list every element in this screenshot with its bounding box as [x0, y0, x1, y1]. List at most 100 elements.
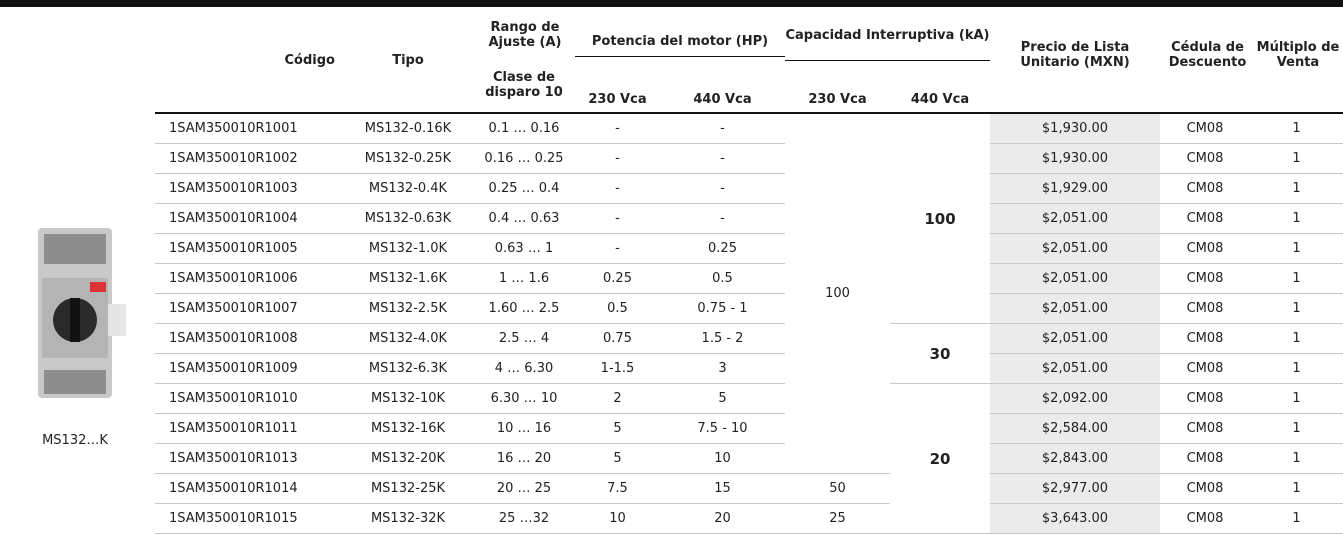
table-cell: 1 — [1250, 444, 1343, 474]
table-cell: CM08 — [1160, 444, 1250, 474]
price-cell: $1,930.00 — [990, 114, 1160, 144]
table-cell: 1 — [1250, 264, 1343, 294]
table-cell: 0.25 — [575, 264, 660, 294]
header-cell: Potencia del motor (HP) — [591, 33, 769, 49]
table-cell: CM08 — [1160, 294, 1250, 324]
table-cell: 1 — [1250, 354, 1343, 384]
group-rule — [785, 60, 990, 61]
table-cell: MS132-1.6K — [343, 264, 473, 294]
price-cell: $2,051.00 — [990, 294, 1160, 324]
price-cell: $3,643.00 — [990, 504, 1160, 534]
table-cell: MS132-0.63K — [343, 204, 473, 234]
table-cell: 1 — [1250, 504, 1343, 534]
merged-cell: 20 — [890, 384, 990, 534]
table-cell: 7.5 - 10 — [660, 414, 785, 444]
table-cell: 0.5 — [660, 264, 785, 294]
header-cell: Precio de Lista Unitario (MXN) — [1020, 40, 1130, 70]
top-bar — [0, 0, 1343, 7]
table-cell: 1SAM350010R1009 — [155, 354, 343, 384]
merged-cell: 100 — [890, 114, 990, 324]
price-cell: $2,051.00 — [990, 264, 1160, 294]
table-cell: 7.5 — [575, 474, 660, 504]
table-cell: MS132-16K — [343, 414, 473, 444]
table-cell: 1SAM350010R1004 — [155, 204, 343, 234]
table-cell: 5 — [575, 414, 660, 444]
header-cell: Tipo — [392, 52, 424, 68]
price-cell: $2,977.00 — [990, 474, 1160, 504]
table-cell: 1 — [1250, 174, 1343, 204]
table-cell: MS132-0.4K — [343, 174, 473, 204]
header-cell: 440 Vca — [910, 91, 970, 107]
table-cell: 1SAM350010R1011 — [155, 414, 343, 444]
header-cell: 230 Vca — [808, 91, 867, 107]
table-cell: CM08 — [1160, 144, 1250, 174]
table-cell: CM08 — [1160, 324, 1250, 354]
header-cell: Múltiplo de Venta — [1256, 40, 1340, 70]
table-cell: 0.1 … 0.16 — [473, 114, 575, 144]
header-cell: 440 Vca — [693, 91, 752, 107]
table-cell: MS132-0.25K — [343, 144, 473, 174]
table-cell: 1 — [1250, 414, 1343, 444]
price-cell: $2,843.00 — [990, 444, 1160, 474]
price-cell: $2,092.00 — [990, 384, 1160, 414]
table-cell: 1 — [1250, 384, 1343, 414]
table-cell: MS132-25K — [343, 474, 473, 504]
table-cell: 0.63 … 1 — [473, 234, 575, 264]
table-cell: CM08 — [1160, 384, 1250, 414]
product-image — [38, 228, 126, 398]
merged-cell: 50 — [785, 474, 890, 504]
table-cell: 20 — [660, 504, 785, 534]
table-cell: 0.75 - 1 — [660, 294, 785, 324]
table-cell: 1SAM350010R1010 — [155, 384, 343, 414]
table-cell: CM08 — [1160, 474, 1250, 504]
table-cell: 1 — [1250, 324, 1343, 354]
table-cell: 16 … 20 — [473, 444, 575, 474]
table-cell: 1 … 1.6 — [473, 264, 575, 294]
table-cell: 1SAM350010R1008 — [155, 324, 343, 354]
table-cell: - — [575, 234, 660, 264]
table-cell: 20 … 25 — [473, 474, 575, 504]
header-cell: Rango de Ajuste (A) — [488, 20, 562, 50]
price-cell: $2,584.00 — [990, 414, 1160, 444]
price-cell: $1,929.00 — [990, 174, 1160, 204]
header-cell: 230 Vca — [588, 91, 647, 107]
price-cell: $2,051.00 — [990, 204, 1160, 234]
table-cell: MS132-0.16K — [343, 114, 473, 144]
table-cell: CM08 — [1160, 234, 1250, 264]
table-cell: - — [575, 174, 660, 204]
table-cell: - — [575, 204, 660, 234]
table-cell: MS132-2.5K — [343, 294, 473, 324]
table-cell: 1 — [1250, 204, 1343, 234]
group-rule — [575, 56, 785, 57]
table-cell: 10 — [575, 504, 660, 534]
price-cell: $2,051.00 — [990, 324, 1160, 354]
table-cell: MS132-6.3K — [343, 354, 473, 384]
table-cell: 1SAM350010R1014 — [155, 474, 343, 504]
table-cell: - — [660, 114, 785, 144]
table-cell: 1SAM350010R1002 — [155, 144, 343, 174]
table-cell: 3 — [660, 354, 785, 384]
table-cell: CM08 — [1160, 204, 1250, 234]
table-cell: CM08 — [1160, 414, 1250, 444]
table-cell: 10 — [660, 444, 785, 474]
table-cell: 1SAM350010R1005 — [155, 234, 343, 264]
table-cell: 0.5 — [575, 294, 660, 324]
table-cell: 1 — [1250, 474, 1343, 504]
table-cell: 4 … 6.30 — [473, 354, 575, 384]
table-cell: 0.25 … 0.4 — [473, 174, 575, 204]
table-cell: 1 — [1250, 114, 1343, 144]
table-cell: CM08 — [1160, 354, 1250, 384]
table-cell: MS132-4.0K — [343, 324, 473, 354]
header-cell: Cédula de Descuento — [1168, 40, 1247, 70]
price-cell: $2,051.00 — [990, 234, 1160, 264]
table-cell: 1.5 - 2 — [660, 324, 785, 354]
merged-cell: 25 — [785, 504, 890, 534]
table-cell: 0.25 — [660, 234, 785, 264]
header-rule — [155, 112, 1343, 114]
table-cell: 0.75 — [575, 324, 660, 354]
table-cell: 25 …32 — [473, 504, 575, 534]
table-cell: 5 — [660, 384, 785, 414]
table-cell: 1SAM350010R1006 — [155, 264, 343, 294]
table-cell: 1SAM350010R1013 — [155, 444, 343, 474]
table-cell: - — [575, 114, 660, 144]
